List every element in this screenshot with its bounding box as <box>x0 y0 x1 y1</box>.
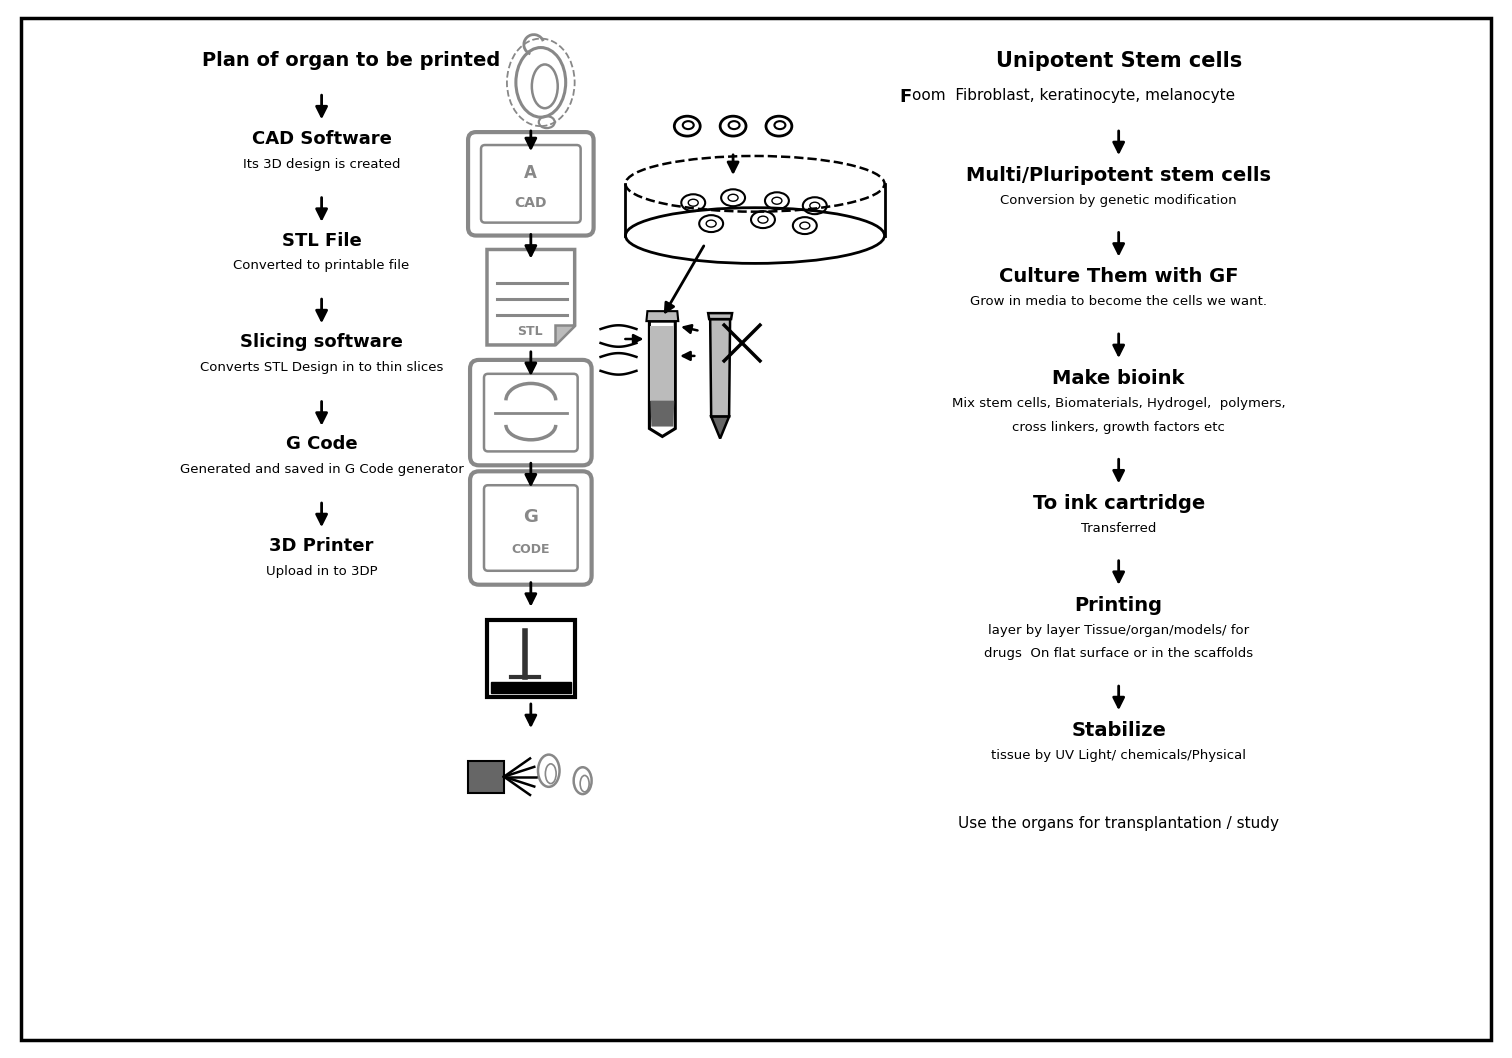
Ellipse shape <box>729 122 739 129</box>
Text: Printing: Printing <box>1075 596 1163 615</box>
Ellipse shape <box>683 122 694 129</box>
Text: Converts STL Design in to thin slices: Converts STL Design in to thin slices <box>200 361 443 373</box>
Text: Make bioink: Make bioink <box>1052 369 1185 388</box>
Text: STL: STL <box>517 325 543 338</box>
Ellipse shape <box>720 116 745 136</box>
Polygon shape <box>487 250 575 345</box>
Ellipse shape <box>674 116 700 136</box>
Text: Multi/Pluripotent stem cells: Multi/Pluripotent stem cells <box>966 166 1272 185</box>
Polygon shape <box>650 401 674 426</box>
FancyBboxPatch shape <box>484 486 578 570</box>
Text: A: A <box>525 164 537 182</box>
Text: CAD: CAD <box>514 196 547 211</box>
Text: Plan of organ to be printed: Plan of organ to be printed <box>203 51 500 70</box>
Text: Its 3D design is created: Its 3D design is created <box>243 158 401 171</box>
Polygon shape <box>469 761 503 792</box>
Text: To ink cartridge: To ink cartridge <box>1033 494 1205 513</box>
Text: CAD Software: CAD Software <box>251 130 392 148</box>
Polygon shape <box>647 311 679 321</box>
Text: G: G <box>523 508 538 526</box>
FancyBboxPatch shape <box>469 132 594 236</box>
Text: Unipotent Stem cells: Unipotent Stem cells <box>995 51 1241 71</box>
FancyBboxPatch shape <box>470 471 591 585</box>
FancyBboxPatch shape <box>481 145 581 222</box>
Polygon shape <box>649 321 676 437</box>
Text: tissue by UV Light/ chemicals/Physical: tissue by UV Light/ chemicals/Physical <box>992 749 1246 762</box>
Ellipse shape <box>767 116 792 136</box>
Polygon shape <box>711 320 730 417</box>
Polygon shape <box>491 682 570 693</box>
Text: Mix stem cells, Biomaterials, Hydrogel,  polymers,: Mix stem cells, Biomaterials, Hydrogel, … <box>953 397 1285 409</box>
Text: Stabilize: Stabilize <box>1070 720 1166 740</box>
Text: Transferred: Transferred <box>1081 522 1157 535</box>
FancyBboxPatch shape <box>484 373 578 452</box>
FancyBboxPatch shape <box>470 360 591 466</box>
Text: drugs  On flat surface or in the scaffolds: drugs On flat surface or in the scaffold… <box>984 647 1253 660</box>
Polygon shape <box>650 326 674 401</box>
Text: G Code: G Code <box>286 436 357 454</box>
Text: Culture Them with GF: Culture Them with GF <box>999 268 1238 287</box>
Text: Upload in to 3DP: Upload in to 3DP <box>266 565 378 578</box>
Text: 3D Printer: 3D Printer <box>269 537 373 555</box>
Text: Converted to printable file: Converted to printable file <box>233 259 410 272</box>
Text: Use the organs for transplantation / study: Use the organs for transplantation / stu… <box>959 817 1279 832</box>
Polygon shape <box>711 417 729 438</box>
Text: STL File: STL File <box>281 232 361 250</box>
Text: layer by layer Tissue/organ/models/ for: layer by layer Tissue/organ/models/ for <box>989 623 1249 637</box>
Polygon shape <box>487 620 575 697</box>
Polygon shape <box>555 325 575 345</box>
Text: Slicing software: Slicing software <box>240 333 404 351</box>
Polygon shape <box>708 313 732 320</box>
Ellipse shape <box>774 122 785 129</box>
Text: Conversion by genetic modification: Conversion by genetic modification <box>1001 194 1237 206</box>
Text: cross linkers, growth factors etc: cross linkers, growth factors etc <box>1012 421 1225 434</box>
Text: oom  Fibroblast, keratinocyte, melanocyte: oom Fibroblast, keratinocyte, melanocyte <box>912 88 1235 104</box>
Text: CODE: CODE <box>511 543 550 555</box>
Text: Grow in media to become the cells we want.: Grow in media to become the cells we wan… <box>971 295 1267 308</box>
Text: F: F <box>900 88 912 106</box>
Text: Generated and saved in G Code generator: Generated and saved in G Code generator <box>180 463 464 476</box>
